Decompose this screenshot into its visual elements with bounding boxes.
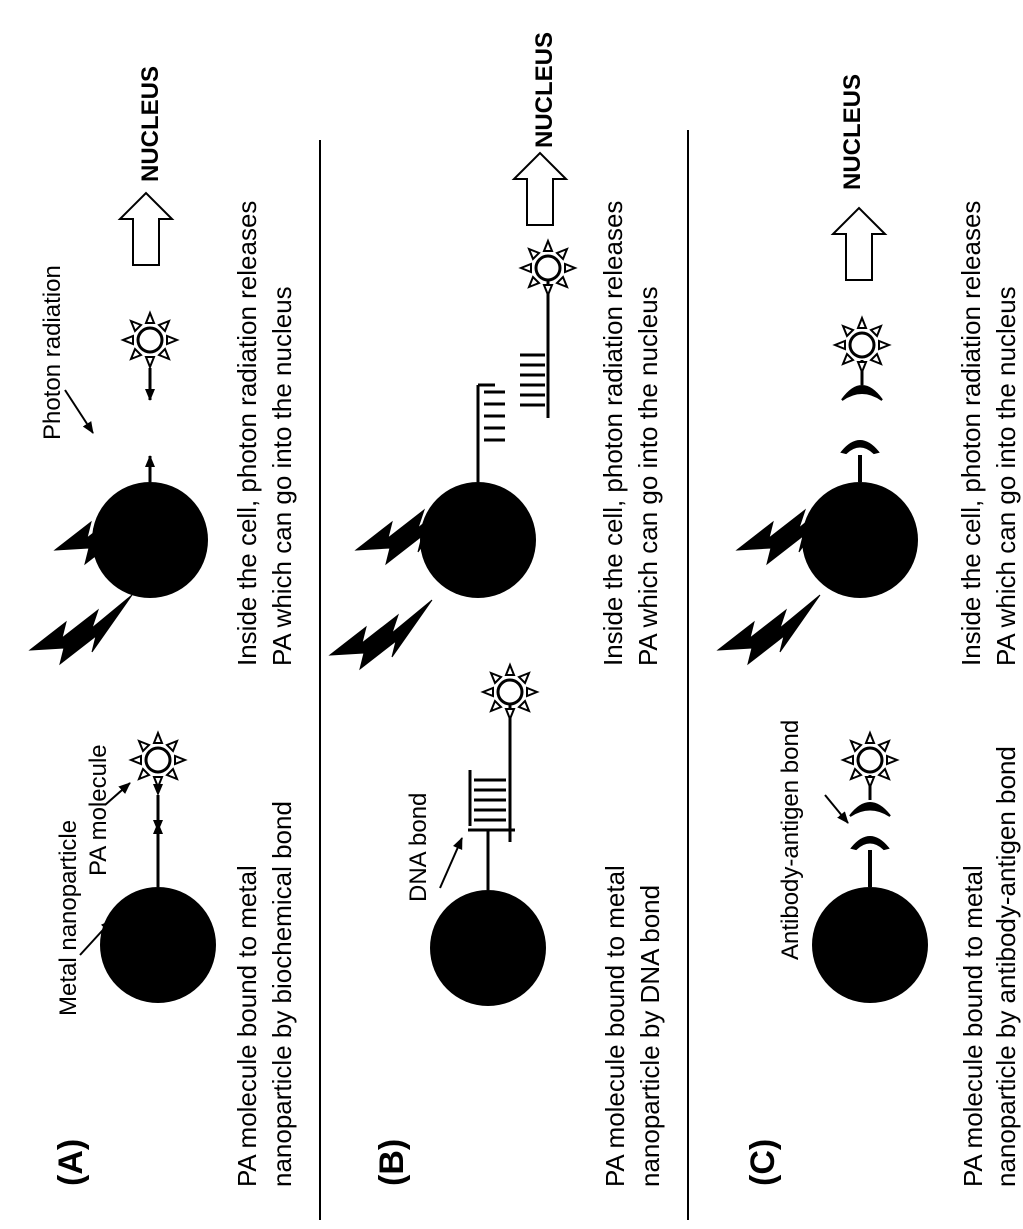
caption-line-1: PA molecule bound to metal [600, 865, 630, 1187]
dna-strand-left [476, 383, 505, 482]
result-line-1: Inside the cell, photon radiation releas… [956, 201, 986, 666]
nucleus-arrow-icon [513, 152, 567, 226]
panel-letter: (B) [373, 1139, 411, 1186]
metal-nanoparticle [420, 482, 536, 598]
pa-molecule-icon [833, 316, 891, 374]
panel-b: (B) DNA bond NUCLEUS PA molecule bound t… [329, 32, 665, 1187]
label-metal-nanoparticle: Metal nanoparticle [55, 820, 82, 1016]
caption-line-2: nanoparticle by biochemical bond [267, 801, 297, 1187]
label-dna-bond: DNA bond [405, 793, 432, 902]
pointer-pa [104, 782, 131, 806]
metal-nanoparticle [430, 890, 546, 1006]
panel-c: (C) Antibody-antigen bond NUCLEUS PA mol… [717, 74, 1021, 1187]
antibody-cup [850, 836, 890, 851]
antigen-shape [849, 802, 891, 817]
pa-molecule-icon [129, 731, 187, 789]
pa-molecule-icon [841, 731, 899, 789]
antigen-shape [841, 385, 883, 401]
label-photon-radiation: Photon radiation [39, 265, 66, 440]
pa-molecule-icon [121, 311, 179, 369]
pointer-metal [79, 919, 113, 956]
nucleus-label: NUCLEUS [531, 32, 558, 148]
result-line-1: Inside the cell, photon radiation releas… [598, 201, 628, 666]
dna-strand-released [520, 280, 550, 418]
antibody-cup [840, 440, 880, 455]
nucleus-label: NUCLEUS [839, 74, 866, 190]
panel-letter: (C) [744, 1139, 782, 1186]
panel-letter: (A) [52, 1139, 90, 1186]
caption-line-2: nanoparticle by antibody-antigen bond [991, 746, 1021, 1187]
pointer-dna-bond [439, 837, 463, 889]
nucleus-arrow-icon [832, 207, 886, 281]
nucleus-label: NUCLEUS [137, 66, 164, 182]
result-line-2: PA which can go into the nucleus [267, 286, 297, 666]
label-antibody-antigen-bond: Antibody-antigen bond [777, 720, 804, 960]
nucleus-arrow-icon [119, 192, 173, 266]
caption-line-2: nanoparticle by DNA bond [635, 885, 665, 1187]
pa-molecule-icon [481, 663, 539, 721]
photon-bolt [717, 594, 821, 665]
photon-bolt [29, 594, 133, 665]
pointer-antibody-antigen [824, 794, 849, 824]
metal-nanoparticle [812, 887, 928, 1003]
pointer-photon [64, 389, 94, 434]
metal-nanoparticle [92, 482, 208, 598]
caption-line-1: PA molecule bound to metal [232, 865, 262, 1187]
result-line-2: PA which can go into the nucleus [633, 286, 663, 666]
metal-nanoparticle [802, 482, 918, 598]
label-pa-molecule: PA molecule [85, 744, 112, 876]
caption-line-1: PA molecule bound to metal [958, 865, 988, 1187]
dna-bond [468, 700, 515, 890]
pa-molecule-icon [519, 239, 577, 297]
panel-a: (A) Metal nanoparticle PA molecule Photo… [29, 66, 297, 1187]
result-line-2: PA which can go into the nucleus [991, 286, 1021, 666]
metal-nanoparticle [100, 887, 216, 1003]
result-line-1: Inside the cell, photon radiation releas… [232, 201, 262, 666]
photon-bolt [329, 599, 433, 670]
